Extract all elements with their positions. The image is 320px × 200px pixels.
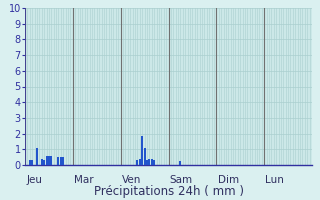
Text: Dim: Dim (218, 175, 239, 185)
Bar (180, 161, 181, 165)
Bar (31, 160, 33, 165)
Bar (41, 159, 43, 165)
Bar (45, 156, 48, 165)
Text: Précipitations 24h ( mm ): Précipitations 24h ( mm ) (93, 185, 244, 198)
Bar (60, 157, 62, 165)
Text: Sam: Sam (170, 175, 193, 185)
Bar (148, 159, 150, 165)
Bar (139, 159, 141, 165)
Bar (58, 157, 60, 165)
Bar (43, 160, 45, 165)
Text: Jeu: Jeu (26, 175, 42, 185)
Bar (144, 148, 146, 165)
Bar (146, 160, 148, 165)
Bar (151, 159, 153, 165)
Bar (48, 156, 50, 165)
Bar (136, 160, 139, 165)
Bar (29, 160, 31, 165)
Bar (62, 157, 64, 165)
Bar (141, 136, 143, 165)
Bar (36, 148, 38, 165)
Bar (50, 156, 52, 165)
Text: Mar: Mar (74, 175, 94, 185)
Bar (153, 160, 155, 165)
Text: Ven: Ven (122, 175, 141, 185)
Text: Lun: Lun (265, 175, 284, 185)
